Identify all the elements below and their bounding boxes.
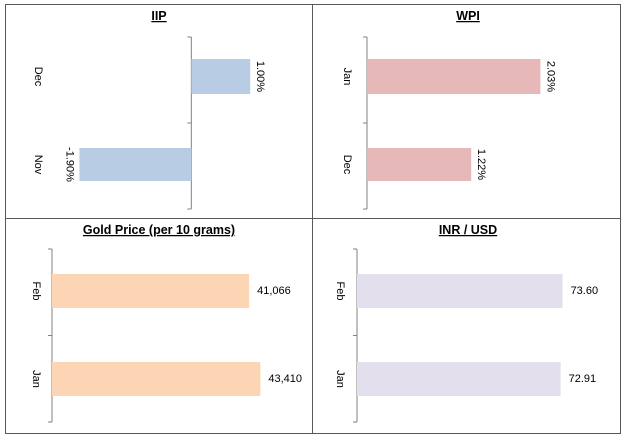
gold-bar-feb	[52, 274, 250, 308]
inr-data-label: 72.91	[569, 373, 597, 385]
inr-usd-chart-title: INR / USD	[439, 223, 497, 237]
panel-borders	[5, 4, 621, 434]
gold-bar-jan	[52, 362, 261, 396]
gold-category-label: Feb	[30, 282, 42, 301]
wpi-bar-jan	[367, 59, 541, 94]
gold-price-chart-title: Gold Price (per 10 grams)	[83, 223, 235, 237]
iip-data-label: -1.90%	[63, 147, 75, 182]
gold-price-chart: Gold Price (per 10 grams) Feb 41,066 Jan 43…	[30, 223, 302, 423]
iip-bar-dec	[191, 59, 251, 94]
iip-data-label: 1.00%	[254, 61, 266, 92]
inr-bar-jan	[357, 362, 561, 396]
iip-bar-nov	[79, 148, 192, 181]
inr-category-label: Jan	[334, 370, 346, 388]
wpi-bar-dec	[367, 148, 472, 181]
wpi-chart: WPI Jan 2.03% Dec 1.22%	[341, 9, 556, 210]
iip-chart-title: IIP	[151, 9, 166, 23]
inr-usd-chart: INR / USD Feb 73.60 Jan 72.91	[334, 223, 599, 423]
inr-data-label: 73.60	[571, 285, 599, 297]
inr-category-label: Feb	[334, 282, 346, 301]
wpi-data-label: 2.03%	[544, 61, 556, 92]
iip-category-label: Nov	[32, 155, 44, 175]
inr-bar-feb	[357, 274, 563, 308]
gold-category-label: Jan	[30, 370, 42, 388]
iip-category-label: Dec	[32, 67, 44, 87]
gold-data-label: 43,410	[268, 373, 302, 385]
wpi-data-label: 1.22%	[475, 149, 487, 180]
wpi-chart-title: WPI	[456, 9, 480, 23]
wpi-category-label: Dec	[341, 155, 353, 175]
wpi-category-label: Jan	[341, 68, 353, 86]
iip-chart: IIP Dec 1.00% Nov -1.90%	[32, 9, 266, 210]
gold-data-label: 41,066	[257, 285, 291, 297]
